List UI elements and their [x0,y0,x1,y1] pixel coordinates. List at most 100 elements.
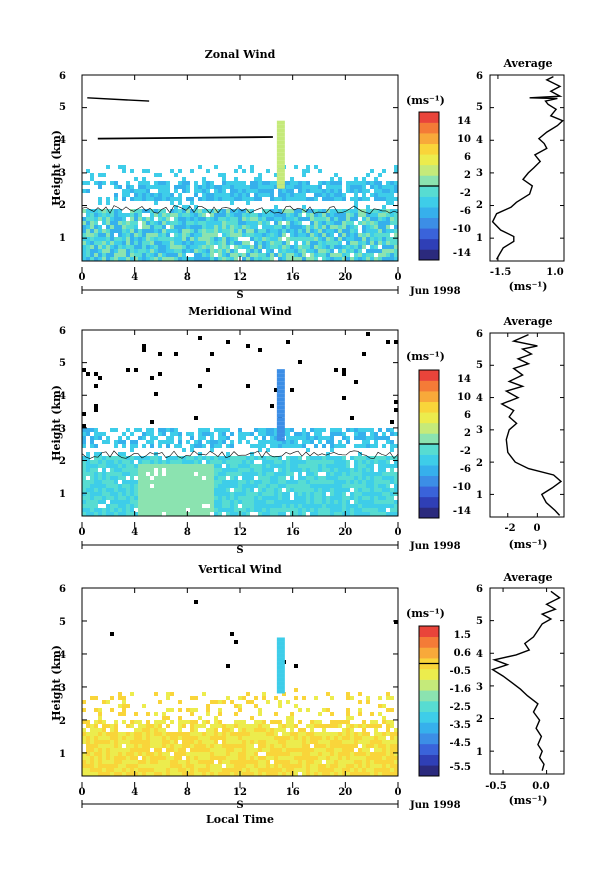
heatmap-cell [378,221,382,225]
heatmap-cell [266,748,270,752]
heatmap-cell [374,237,378,241]
heatmap-cell [266,500,270,504]
heatmap-cell [278,748,282,752]
heatmap-cell [350,512,354,516]
heatmap-cell [110,696,114,700]
heatmap-cell [238,241,242,245]
heatmap-cell [374,732,378,736]
heatmap-cell [338,233,342,237]
heatmap-cell [382,245,386,249]
heatmap-cell [190,225,194,229]
heatmap-cell [318,712,322,716]
heatmap-cell [138,768,142,772]
heatmap-cell [206,217,210,221]
heatmap-cell [90,484,94,488]
colorbar-segment [419,711,439,723]
heatmap-cell [138,233,142,237]
heatmap-cell [82,217,86,221]
heatmap-cell [150,488,154,492]
heatmap-cell [170,504,174,508]
heatmap-cell [170,764,174,768]
heatmap-cell [154,221,158,225]
heatmap-cell [338,456,342,460]
y-tick-label: 2 [59,716,66,727]
heatmap-cell [118,732,122,736]
heatmap-cell [390,241,394,245]
heatmap-cell [298,217,302,221]
heatmap-cell [378,436,382,440]
heatmap-cell [334,472,338,476]
heatmap-cell [90,488,94,492]
heatmap-cell [276,677,285,682]
heatmap-cell [386,484,390,488]
heatmap-cell [234,456,238,460]
profile-x-tick: 1.0 [546,267,563,278]
heatmap-cell [182,177,186,181]
heatmap-cell [218,436,222,440]
heatmap-cell [354,233,358,237]
heatmap-cell [276,425,285,430]
heatmap-cell [394,756,398,760]
heatmap-cell [322,500,326,504]
heatmap-cell [282,508,286,512]
heatmap-cell [202,444,206,448]
heatmap-cell [186,480,190,484]
heatmap-cell [270,225,274,229]
heatmap-cell [350,748,354,752]
heatmap-cell [82,736,86,740]
heatmap-cell [310,492,314,496]
heatmap-cell [262,185,266,189]
heatmap-cell [382,249,386,253]
x-tick-label: 16 [286,272,300,283]
heatmap-cell [334,748,338,752]
heatmap-cell [326,480,330,484]
heatmap-cell [314,732,318,736]
heatmap-cell [246,752,250,756]
heatmap-cell [166,460,170,464]
heatmap-cell [186,217,190,221]
heatmap-cell [190,512,194,516]
heatmap-cell [350,181,354,185]
heatmap-cell [294,225,298,229]
heatmap-cell [110,225,114,229]
heatmap-cell [330,217,334,221]
heatmap-cell [210,504,214,508]
heatmap-cell [210,748,214,752]
heatmap-cell [178,217,182,221]
heatmap-cell [226,760,230,764]
heatmap-cell [122,257,126,261]
heatmap-cell [302,428,306,432]
heatmap-cell [274,181,278,185]
heatmap-cell [378,193,382,197]
colorbar-tick: 6 [464,410,471,421]
heatmap-cell [122,480,126,484]
heatmap-cell [246,249,250,253]
heatmap-cell [178,213,182,217]
heatmap-cell [82,708,86,712]
heatmap-cell [98,241,102,245]
heatmap-cell [182,241,186,245]
heatmap-cell [174,492,178,496]
x-tick-label: 20 [338,527,352,538]
heatmap-cell [226,752,230,756]
heatmap-cell [374,229,378,233]
heatmap-cell [118,704,122,708]
heatmap-cell [166,217,170,221]
heatmap-cell [138,728,142,732]
heatmap-cell [210,744,214,748]
heatmap-cell [154,241,158,245]
heatmap-cell [250,165,254,169]
heatmap-cell [154,484,158,488]
heatmap-cell [378,464,382,468]
heatmap-cell [218,257,222,261]
heatmap-cell [290,444,294,448]
heatmap-cell [274,480,278,484]
heatmap-cell [186,756,190,760]
heatmap-cell [222,496,226,500]
heatmap-cell [286,772,290,776]
heatmap-cell [182,768,186,772]
heatmap-cell [302,225,306,229]
heatmap-cell [198,213,202,217]
heatmap-cell [190,456,194,460]
heatmap-cell [362,253,366,257]
